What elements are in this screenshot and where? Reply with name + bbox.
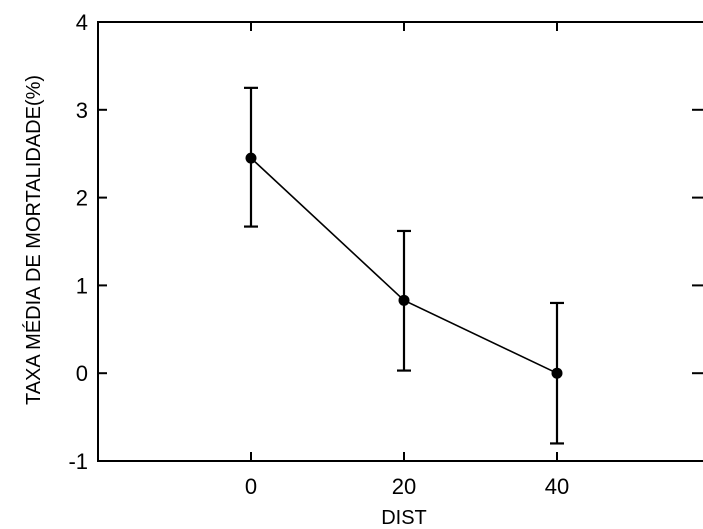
y-tick-label: 2	[76, 186, 88, 211]
y-axis-label: TAXA MÉDIA DE MORTALIDADE(%)	[22, 75, 45, 405]
y-tick-label: -1	[68, 449, 88, 474]
x-tick-label: 40	[545, 474, 569, 499]
x-tick-label: 20	[392, 474, 416, 499]
plot-frame	[97, 21, 703, 462]
data-point	[551, 367, 563, 379]
x-axis: 0 20 40	[245, 22, 569, 499]
y-tick-label: 0	[76, 361, 88, 386]
data-point	[398, 294, 410, 306]
y-axis: -1 0 1 2 3 4	[68, 10, 703, 474]
plot-area	[97, 21, 703, 462]
y-tick-label: 4	[76, 10, 88, 35]
y-tick-label: 1	[76, 273, 88, 298]
data-point	[245, 152, 257, 164]
y-tick-label: 3	[76, 98, 88, 123]
x-tick-label: 0	[245, 474, 257, 499]
x-axis-label: DIST	[381, 507, 427, 529]
